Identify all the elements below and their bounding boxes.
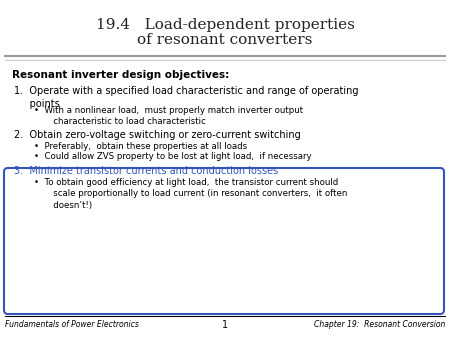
Text: Fundamentals of Power Electronics: Fundamentals of Power Electronics (5, 320, 139, 329)
Text: 2.  Obtain zero-voltage switching or zero-current switching: 2. Obtain zero-voltage switching or zero… (14, 130, 301, 140)
Text: 1.  Operate with a specified load characteristic and range of operating
     poi: 1. Operate with a specified load charact… (14, 86, 359, 109)
Text: 3.  Minimize transistor currents and conduction losses: 3. Minimize transistor currents and cond… (14, 166, 278, 176)
Text: •  With a nonlinear load,  must properly match inverter output
       characteri: • With a nonlinear load, must properly m… (34, 106, 303, 126)
Text: Resonant inverter design objectives:: Resonant inverter design objectives: (12, 70, 229, 80)
Text: 1: 1 (222, 320, 228, 330)
Text: Chapter 19:  Resonant Conversion: Chapter 19: Resonant Conversion (314, 320, 445, 329)
Text: •  Preferably,  obtain these properties at all loads: • Preferably, obtain these properties at… (34, 142, 247, 151)
Text: 19.4   Load-dependent properties: 19.4 Load-dependent properties (95, 18, 355, 32)
Text: •  To obtain good efficiency at light load,  the transistor current should
     : • To obtain good efficiency at light loa… (34, 178, 347, 210)
Text: •  Could allow ZVS property to be lost at light load,  if necessary: • Could allow ZVS property to be lost at… (34, 152, 311, 161)
Text: of resonant converters: of resonant converters (137, 33, 313, 47)
